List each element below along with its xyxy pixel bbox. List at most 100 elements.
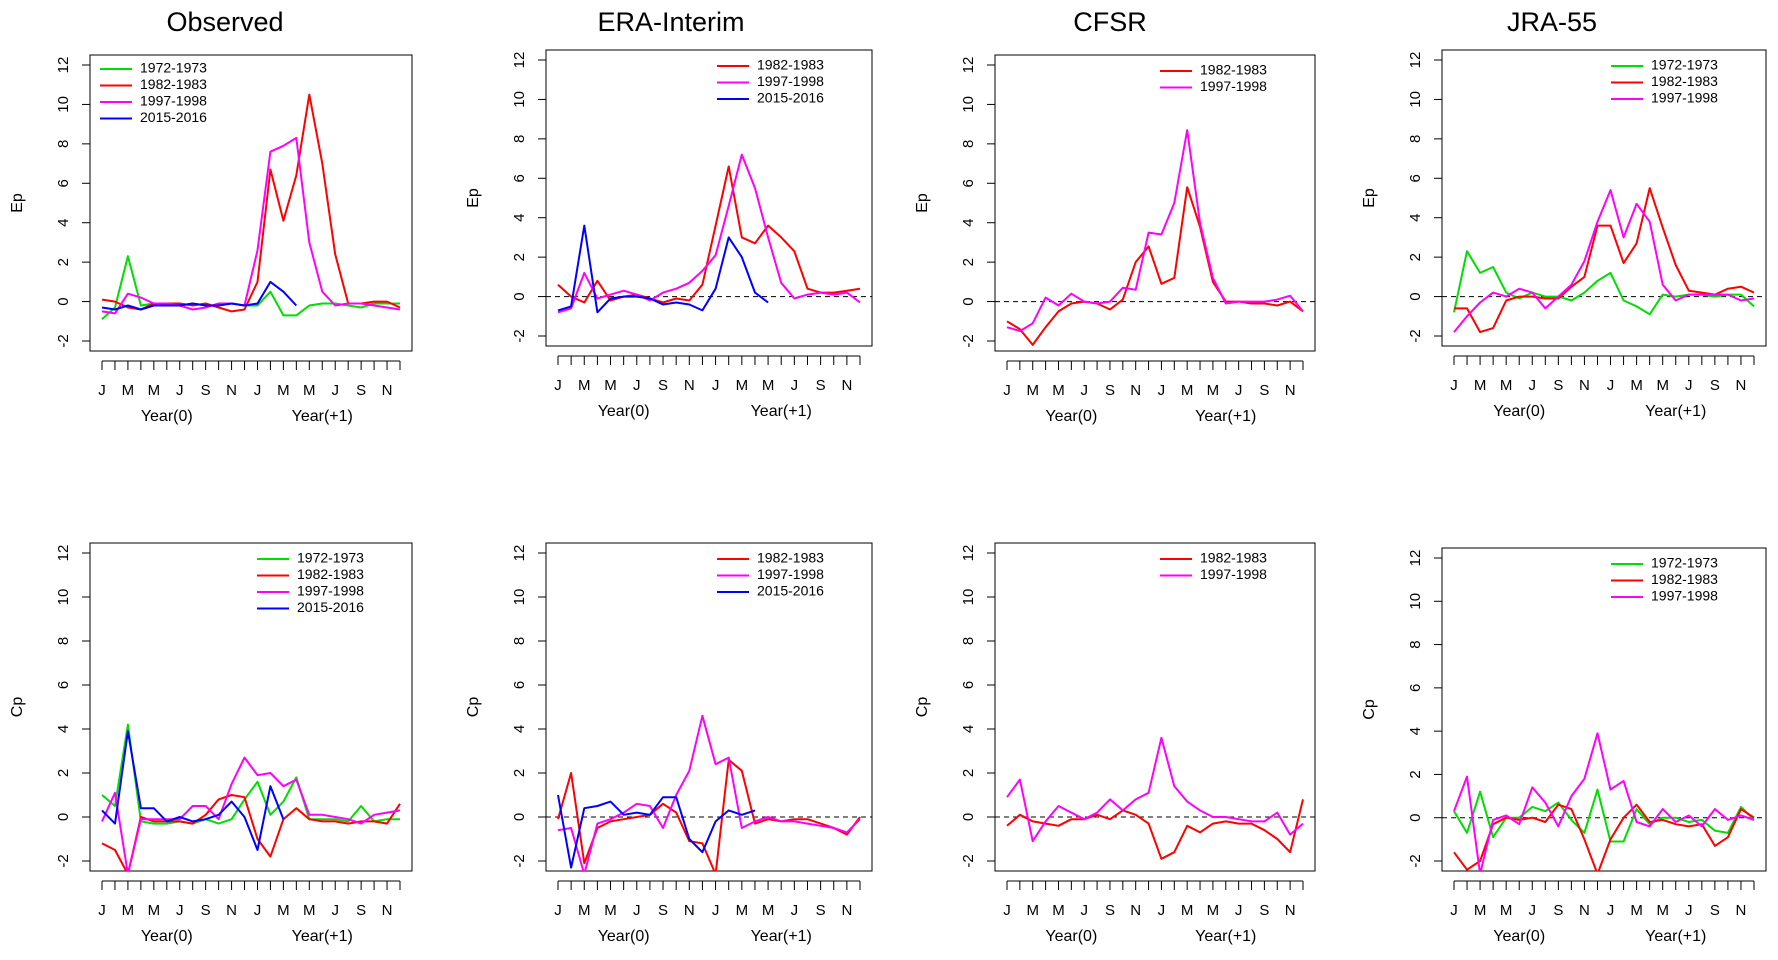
y-tick-label: 0 (511, 813, 528, 821)
y-tick-label: 0 (1407, 292, 1424, 300)
plot-frame (1441, 547, 1767, 872)
y-tick-label: 8 (511, 637, 528, 645)
x-tick-label: M (148, 382, 161, 399)
x-tick-label: J (1529, 902, 1537, 919)
y-tick-label: 2 (55, 258, 72, 266)
y-tick-label: 2 (1407, 253, 1424, 261)
plot-frame (1441, 49, 1767, 347)
y-tick-label: -2 (511, 854, 528, 867)
x-tick-label: J (1685, 377, 1693, 394)
x-tick-label: M (762, 902, 775, 919)
y-tick-label: 4 (511, 214, 528, 222)
x-tick-label: M (1052, 902, 1065, 919)
x-tick-label: N (1579, 902, 1590, 919)
legend-label: 1972-1973 (297, 550, 364, 566)
x-tick-label: J (1450, 377, 1458, 394)
y-axis-label: Ep (9, 193, 26, 213)
y-tick-label: 4 (511, 725, 528, 733)
y-tick-label: 12 (1407, 550, 1424, 567)
y-tick-label: 8 (1407, 640, 1424, 648)
x-axis-label-year1: Year(+1) (1645, 928, 1706, 945)
y-tick-label: 12 (960, 57, 977, 74)
series-line-1982-1983 (1454, 187, 1755, 334)
x-tick-label: J (633, 902, 641, 919)
column-title-era-interim: ERA-Interim (597, 7, 744, 37)
y-tick-label: 6 (55, 681, 72, 689)
x-tick-label: M (1181, 902, 1194, 919)
y-tick-label: 12 (55, 545, 72, 562)
x-tick-label: S (658, 377, 668, 394)
y-tick-label: 8 (55, 140, 72, 148)
legend-label: 1997-1998 (1651, 90, 1718, 106)
plot-frame (545, 542, 873, 872)
y-tick-label: 8 (55, 637, 72, 645)
y-tick-label: 6 (960, 179, 977, 187)
y-axis-label: Cp (914, 697, 931, 718)
x-tick-label: N (226, 902, 237, 919)
x-tick-label: S (201, 382, 211, 399)
x-tick-label: J (633, 377, 641, 394)
x-tick-label: J (1235, 382, 1243, 399)
x-tick-label: M (1207, 902, 1220, 919)
series-line-2015-2016 (101, 730, 285, 851)
x-tick-label: M (122, 902, 135, 919)
x-tick-label: S (1710, 902, 1720, 919)
x-tick-label: J (176, 902, 184, 919)
y-tick-label: 12 (1407, 52, 1424, 69)
x-tick-label: J (331, 382, 339, 399)
x-tick-label: J (1607, 902, 1615, 919)
legend-label: 1982-1983 (1200, 62, 1267, 78)
x-tick-label: M (1207, 382, 1220, 399)
x-tick-label: S (658, 902, 668, 919)
x-axis-label-year0: Year(0) (141, 928, 193, 945)
x-tick-label: S (1259, 382, 1269, 399)
x-axis-label-year1: Year(+1) (1195, 408, 1256, 425)
series-line-1997-1998 (557, 153, 861, 314)
x-tick-label: N (1285, 902, 1296, 919)
x-tick-label: J (254, 902, 262, 919)
x-tick-label: N (1579, 377, 1590, 394)
x-axis-label-year0: Year(0) (1045, 408, 1097, 425)
y-tick-label: 6 (55, 179, 72, 187)
y-axis-label: Cp (465, 697, 482, 718)
y-tick-label: 8 (1407, 135, 1424, 143)
x-tick-label: M (277, 902, 290, 919)
x-tick-label: N (1736, 902, 1747, 919)
y-tick-label: 12 (960, 545, 977, 562)
series-line-1972-1973 (1453, 788, 1755, 843)
legend-label: 1982-1983 (757, 57, 824, 73)
x-tick-label: S (356, 382, 366, 399)
y-tick-label: -2 (960, 334, 977, 347)
y-tick-label: 0 (960, 813, 977, 821)
y-tick-label: 4 (55, 725, 72, 733)
x-tick-label: N (226, 382, 237, 399)
series-line-1997-1998 (1006, 129, 1304, 333)
y-axis-label: Cp (9, 697, 26, 718)
legend-label: 2015-2016 (140, 109, 207, 125)
x-tick-label: M (1026, 382, 1039, 399)
legend-label: 1997-1998 (757, 73, 824, 89)
y-tick-label: 4 (1407, 214, 1424, 222)
x-tick-label: J (98, 382, 106, 399)
series-line-1997-1998 (1453, 732, 1755, 871)
x-tick-label: J (331, 902, 339, 919)
legend-label: 1982-1983 (1651, 73, 1718, 89)
x-tick-label: S (1105, 902, 1115, 919)
legend-label: 1997-1998 (1651, 588, 1718, 604)
series-line-1982-1983 (1453, 803, 1755, 871)
x-tick-label: J (1607, 377, 1615, 394)
legend-label: 1972-1973 (140, 60, 207, 76)
column-title-jra55: JRA-55 (1507, 7, 1597, 37)
y-tick-label: 10 (1407, 593, 1424, 610)
legend-label: 1997-1998 (297, 583, 364, 599)
series-line-2015-2016 (557, 794, 756, 869)
series-line-2015-2016 (101, 280, 298, 311)
